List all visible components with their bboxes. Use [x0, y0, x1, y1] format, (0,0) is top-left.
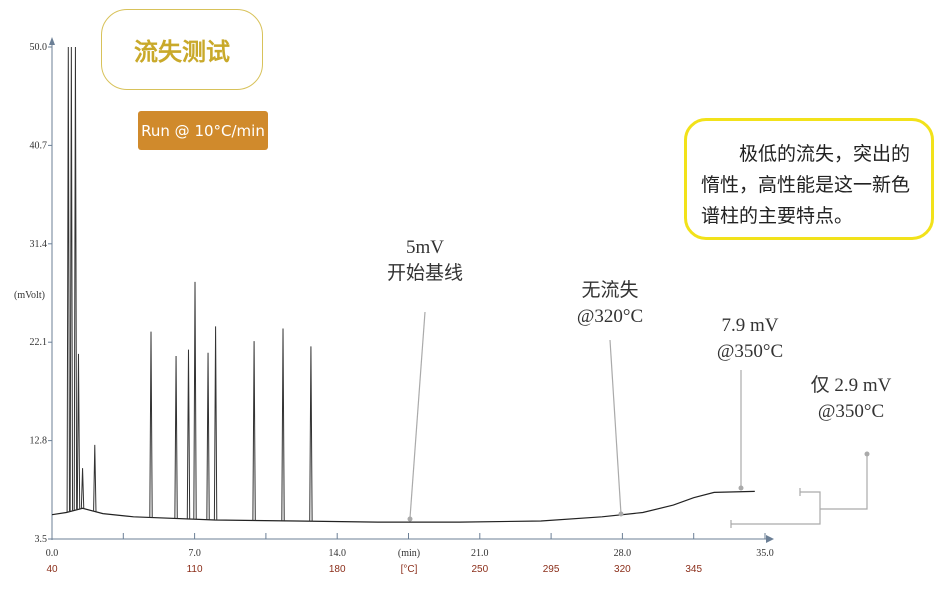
x-axis-label: (min) — [398, 548, 420, 559]
chart-title-box: 流失测试 — [101, 9, 263, 90]
y-tick-label: 3.5 — [35, 534, 48, 545]
x-tick-label: 21.0 — [471, 548, 489, 559]
annotation-line2: @350°C — [716, 341, 784, 362]
run-rate-badge: Run @ 10°C/min — [138, 111, 268, 150]
annotation-line1: 仅 2.9 mV — [810, 375, 892, 396]
annotation-no-bleed: 无流失 @320°C — [560, 278, 660, 330]
y-tick-label: 40.7 — [30, 140, 48, 151]
peak — [309, 346, 313, 522]
annotation-line1: 7.9 mV — [721, 315, 779, 336]
peak — [186, 349, 191, 519]
annotation-2.9mv: 仅 2.9 mV @350°C — [796, 373, 906, 425]
peak — [66, 46, 70, 513]
peak — [149, 331, 153, 518]
leader-line-2.9mv — [820, 455, 868, 510]
peak — [193, 281, 197, 520]
leader-dot-5mv — [407, 516, 413, 522]
temp-tick-label: 345 — [685, 564, 702, 575]
y-tick-label: 22.1 — [30, 337, 48, 348]
note-callout: 极低的流失，突出的惰性，高性能是这一新色谱柱的主要特点。 — [684, 118, 934, 240]
annotation-line2: @350°C — [817, 401, 885, 422]
x-tick-label: 28.0 — [614, 548, 632, 559]
peak — [174, 355, 178, 519]
leader-dot-7.9mv — [738, 485, 744, 491]
peak — [73, 46, 78, 511]
x-tick-label: 35.0 — [756, 548, 774, 559]
annotation-line1: 5mV — [406, 237, 444, 258]
temp-axis-label: [°C] — [401, 564, 418, 575]
x-tick-label: 0.0 — [46, 548, 59, 559]
note-text: 极低的流失，突出的惰性，高性能是这一新色谱柱的主要特点。 — [701, 143, 911, 227]
temp-tick-label: 320 — [614, 564, 631, 575]
y-tick-label: 12.8 — [30, 436, 48, 447]
annotation-leaders — [407, 311, 870, 528]
leader-dot-2.9mv — [864, 451, 870, 457]
temp-tick-label: 40 — [46, 564, 58, 575]
annotation-line1: 无流失 — [581, 280, 639, 301]
y-axis-label: (mVolt) — [14, 290, 45, 301]
axes — [49, 37, 774, 543]
x-axis-arrow — [766, 535, 774, 543]
annotation-5mv: 5mV 开始基线 — [372, 235, 478, 287]
temp-tick-label: 110 — [187, 564, 203, 575]
y-axis-arrow — [49, 37, 55, 45]
peak — [76, 353, 81, 510]
baseline-trace — [51, 490, 755, 523]
temp-tick-label: 250 — [471, 564, 488, 575]
annotation-line2: 开始基线 — [386, 263, 463, 284]
leader-line-5mv — [409, 311, 426, 519]
peak — [213, 326, 218, 520]
annotation-7.9mv: 7.9 mV @350°C — [700, 313, 800, 365]
temp-tick-label: 180 — [329, 564, 346, 575]
x-tick-label: 14.0 — [328, 548, 346, 559]
y-tick-label: 50.0 — [30, 42, 48, 53]
leader-line-320 — [609, 339, 622, 515]
peak — [69, 46, 74, 512]
peak — [206, 352, 210, 520]
annotation-line2: @320°C — [576, 306, 644, 327]
bracket-2.9mv — [731, 491, 821, 525]
peak — [252, 341, 256, 521]
x-tick-label: 7.0 — [188, 548, 201, 559]
run-rate-label: Run @ 10°C/min — [141, 121, 265, 140]
y-tick-label: 31.4 — [30, 239, 48, 250]
peak — [80, 468, 85, 509]
temp-tick-label: 295 — [543, 564, 560, 575]
peak — [281, 328, 285, 521]
leader-dot-320 — [618, 511, 624, 517]
chart-title: 流失测试 — [134, 38, 230, 66]
peak — [93, 444, 97, 512]
